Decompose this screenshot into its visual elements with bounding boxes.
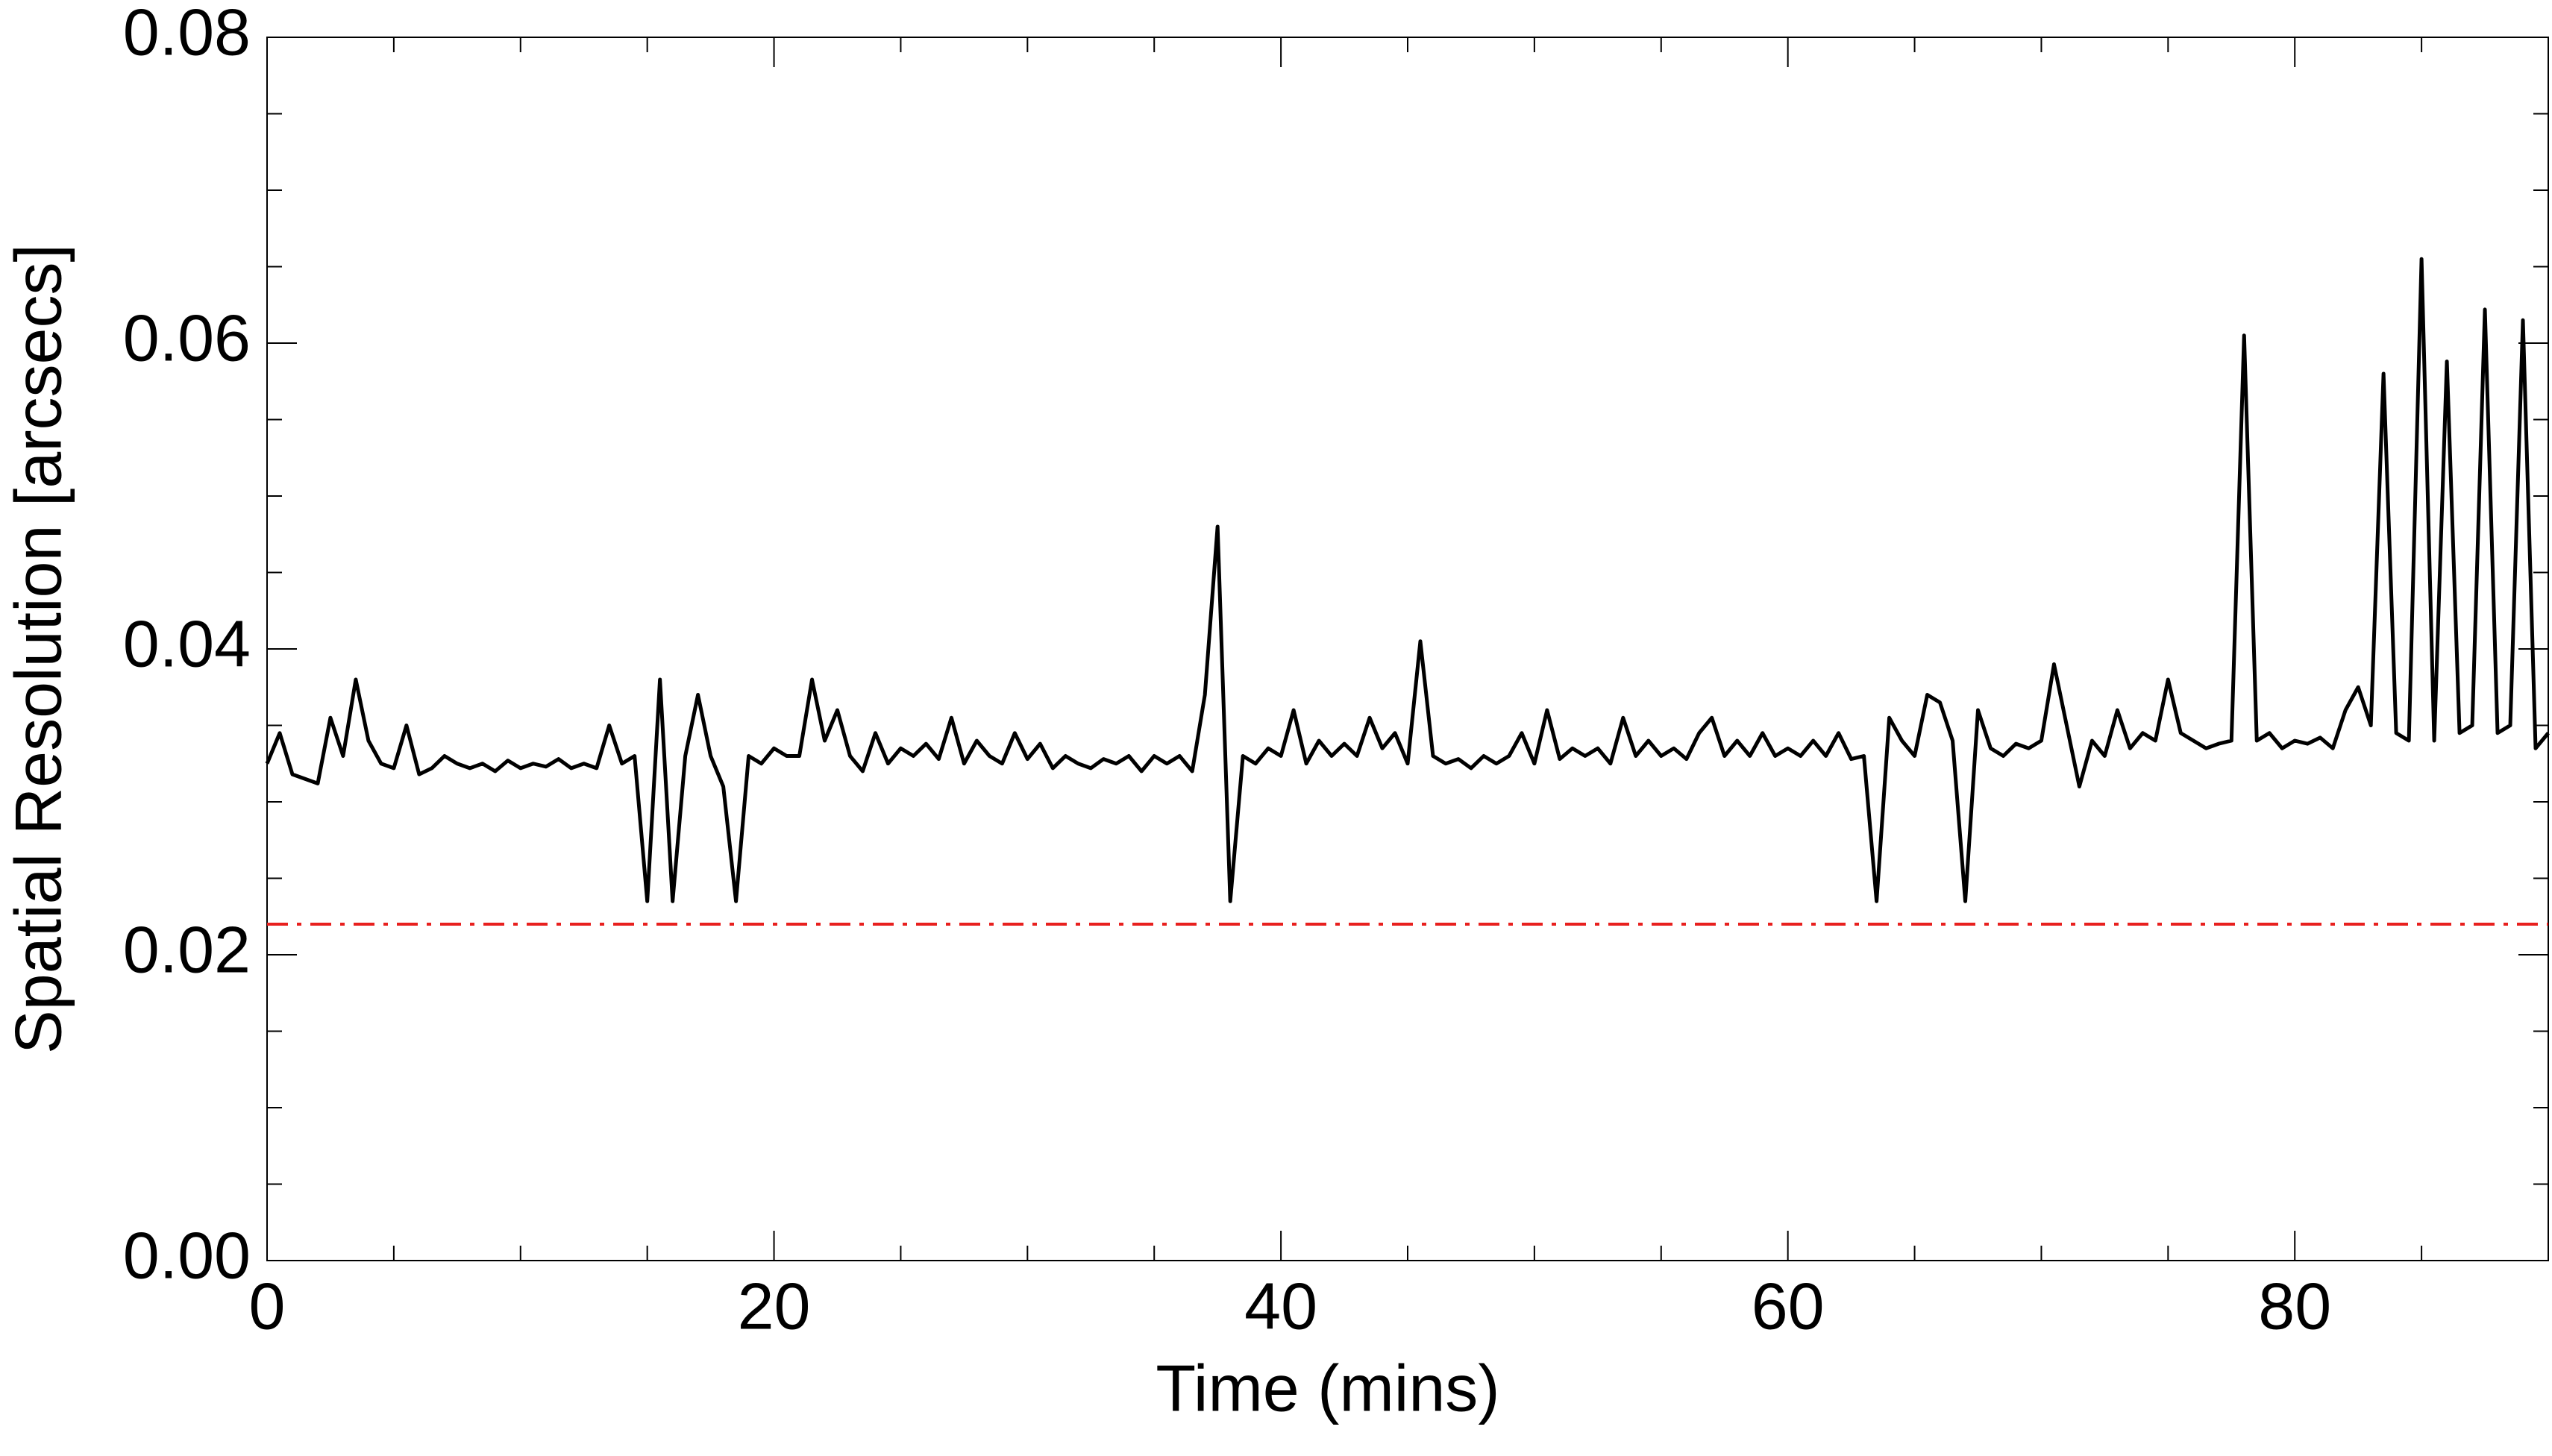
y-tick-label: 0.02 — [123, 912, 251, 986]
data-line — [265, 257, 2550, 903]
y-tick-label: 0.00 — [123, 1218, 251, 1292]
y-tick-label: 0.04 — [123, 606, 251, 680]
y-axis-title: Spatial Resolution [arcsecs] — [1, 244, 75, 1054]
y-tick-label: 0.08 — [123, 0, 251, 69]
x-tick-label: 60 — [1752, 1269, 1825, 1343]
x-tick-label: 40 — [1244, 1269, 1317, 1343]
x-tick-label: 0 — [249, 1269, 286, 1343]
y-tick-label: 0.06 — [123, 301, 251, 374]
x-tick-label: 80 — [2258, 1269, 2331, 1343]
x-tick-label: 20 — [738, 1269, 811, 1343]
x-axis-title: Time (mins) — [1156, 1351, 1499, 1425]
plot-frame — [266, 37, 2549, 1261]
